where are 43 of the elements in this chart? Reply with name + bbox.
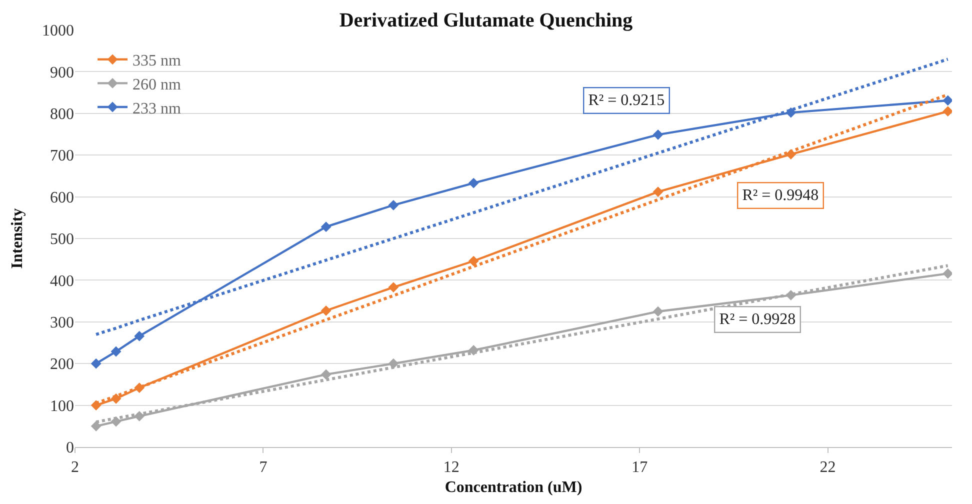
legend-label: 260 nm [132, 76, 182, 94]
point [942, 268, 952, 279]
y-tick-label: 300 [50, 314, 74, 332]
y-tick-label: 700 [50, 148, 74, 165]
x-tick-label: 22 [820, 459, 836, 476]
annotation: R² = 0.9928 [719, 311, 796, 328]
point [388, 282, 399, 292]
annotation: R² = 0.9215 [588, 92, 665, 110]
annotation: R² = 0.9948 [742, 187, 819, 204]
point [90, 420, 102, 432]
y-tick-label: 800 [50, 106, 74, 123]
point [320, 305, 332, 316]
y-axis-title: Intensity [8, 208, 26, 269]
y-tick-label: 400 [50, 272, 74, 290]
x-tick-label: 12 [443, 459, 460, 476]
point [388, 358, 399, 369]
point [90, 358, 102, 369]
point [652, 129, 664, 140]
y-tick-label: 1000 [42, 22, 74, 40]
x-axis-title: Concentration (uM) [444, 478, 582, 496]
y-tick-label: 900 [50, 64, 74, 82]
point [942, 95, 952, 106]
y-tick-label: 500 [50, 231, 74, 248]
point [320, 222, 332, 232]
point [468, 256, 479, 266]
point [110, 346, 122, 357]
x-tick-label: 2 [71, 459, 79, 476]
point [134, 330, 145, 342]
point [468, 178, 479, 188]
x-tick-label: 17 [632, 459, 648, 476]
point [942, 106, 952, 117]
point [320, 369, 332, 380]
y-tick-label: 200 [50, 356, 74, 374]
y-tick-label: 0 [66, 440, 74, 457]
legend-label: 233 nm [132, 100, 182, 118]
point [388, 200, 399, 210]
chart-title: Derivatized Glutamate Quenching [339, 10, 633, 32]
point [652, 306, 664, 317]
point [652, 186, 664, 197]
legend-label: 335 nm [132, 52, 182, 70]
y-tick-label: 100 [50, 398, 74, 415]
y-tick-label: 600 [50, 189, 74, 206]
x-tick-label: 7 [259, 459, 268, 476]
